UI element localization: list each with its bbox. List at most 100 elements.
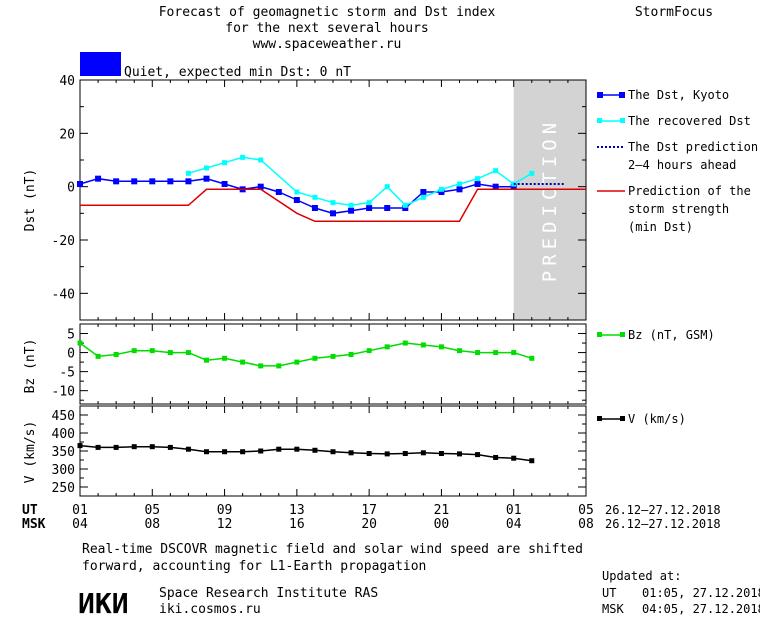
dst-y-ticks: 40 20 0 -20 -40 [52, 74, 586, 321]
v-data-point [167, 444, 173, 450]
bz-data-point [348, 351, 354, 357]
dst-series [77, 154, 586, 223]
msk-tick-label: 08 [578, 517, 594, 532]
v-data-point [366, 451, 372, 457]
ut-tick-label: 21 [434, 503, 450, 518]
updated-ut-label: UT [602, 586, 616, 600]
dst-data-point [294, 189, 300, 195]
msk-tick-label: 04 [72, 517, 88, 532]
dst-data-point [366, 205, 373, 211]
dst-series-line-0 [79, 177, 514, 215]
dst-data-point [366, 200, 372, 206]
legend-v-label: V (km/s) [628, 412, 686, 426]
bz-data-point [294, 359, 300, 365]
dst-axes-frame [79, 79, 587, 321]
dst-data-point [384, 205, 391, 211]
v-data-point [420, 450, 426, 456]
bz-data-point [258, 363, 264, 369]
prediction-label: PREDICTION [539, 118, 561, 282]
ut-tick-label: 09 [217, 503, 233, 518]
v-data-point [240, 449, 246, 455]
dst-data-point [204, 165, 209, 171]
updated-label: Updated at: [602, 569, 681, 583]
footer-note-line2: forward, accounting for L1-Earth propaga… [82, 559, 426, 574]
bz-data-point [330, 353, 336, 359]
bz-data-point [384, 344, 390, 350]
v-data-point [185, 446, 191, 452]
legend-entry-bz: Bz (nT, GSM) [597, 328, 715, 342]
v-data-point [457, 451, 462, 457]
v-data-point [204, 449, 209, 455]
bz-data-point [113, 351, 119, 357]
ut-axis-label: UT [22, 503, 38, 518]
msk-axis-label: MSK [22, 517, 46, 532]
updated-msk-value: 04:05, 27.12.2018 [642, 602, 760, 616]
dst-data-point [493, 168, 499, 174]
dst-data-point [348, 202, 354, 208]
dst-data-point [185, 178, 192, 185]
msk-date-range: 26.12–27.12.2018 [605, 517, 721, 531]
bz-data-point [402, 340, 408, 346]
legend-dst-prediction-line1: The Dst prediction [628, 140, 758, 154]
msk-tick-label: 20 [361, 517, 377, 532]
v-data-point [511, 455, 517, 461]
msk-tick-label: 08 [144, 517, 160, 532]
brand-name: StormFocus [635, 5, 713, 20]
institute-site[interactable]: iki.cosmos.ru [159, 602, 261, 617]
dst-data-point [474, 181, 481, 187]
v-y-tick-label: 250 [52, 481, 75, 496]
status-color-swatch [80, 52, 121, 76]
msk-tick-labels: 04 08 12 16 20 00 04 08 [72, 517, 594, 532]
dst-data-point [275, 189, 282, 195]
v-data-point [113, 444, 119, 450]
dst-data-point [420, 189, 427, 195]
bz-data-point [475, 350, 481, 356]
legend-storm-line1: Prediction of the [628, 184, 751, 198]
v-data-point [294, 446, 300, 452]
v-data-point [258, 448, 264, 454]
dst-data-point [221, 181, 228, 187]
legend-dst-kyoto-label: The Dst, Kyoto [628, 88, 729, 102]
dst-data-point [529, 170, 535, 176]
dst-data-point [312, 194, 318, 200]
msk-tick-label: 16 [289, 517, 305, 532]
bz-y-tick-label: 0 [67, 347, 75, 362]
dst-data-point [384, 184, 390, 190]
legend-storm-line2: storm strength [628, 202, 729, 216]
v-y-axis-label: V (km/s) [23, 421, 38, 484]
v-data-point [312, 447, 318, 453]
v-y-tick-label: 350 [52, 445, 75, 460]
v-data-point [348, 450, 354, 456]
dst-data-point [77, 181, 83, 187]
iki-logo: ИКИ [78, 587, 129, 620]
bz-data-point [276, 363, 282, 369]
v-data-point [95, 444, 101, 450]
ut-date-range: 26.12–27.12.2018 [605, 503, 721, 517]
legend-entry-recovered-dst: The recovered Dst [597, 114, 751, 128]
bz-data-point [457, 348, 462, 354]
bz-axes-frame [79, 323, 587, 405]
v-data-point [276, 446, 282, 452]
bz-data-point [511, 350, 517, 356]
dst-data-point [420, 194, 426, 200]
source-url[interactable]: www.spaceweather.ru [253, 37, 402, 52]
dst-data-point [402, 202, 408, 208]
v-y-ticks: 450 400 350 300 250 [52, 405, 586, 497]
dst-data-point [438, 189, 445, 195]
ut-tick-label: 13 [289, 503, 305, 518]
bz-x-ticks [79, 324, 587, 404]
bz-data-point [438, 344, 444, 350]
dst-y-tick-label: 0 [67, 181, 75, 196]
footer-note-line1: Real-time DSCOVR magnetic field and sola… [82, 542, 583, 557]
v-data-point [222, 449, 228, 455]
bz-data-point [167, 350, 173, 356]
legend-entry-v: V (km/s) [597, 412, 686, 426]
dst-data-point [113, 178, 120, 185]
dst-data-point [293, 197, 300, 203]
bz-data-point [204, 357, 209, 363]
legend-entry-dst-prediction: The Dst prediction 2–4 hours ahead [597, 140, 758, 172]
dst-data-point [510, 183, 517, 190]
dst-series-line-3 [80, 188, 586, 223]
dst-data-point [438, 186, 444, 192]
v-panel: 450 400 350 300 250 V (km/s) [23, 405, 587, 497]
